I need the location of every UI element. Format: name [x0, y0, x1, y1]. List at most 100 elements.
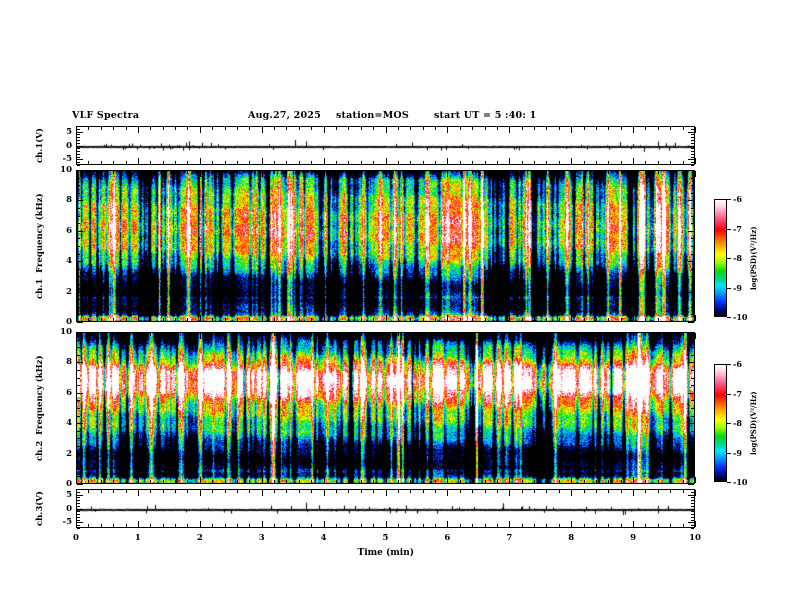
y-tick	[77, 492, 80, 493]
x-tick	[435, 318, 437, 321]
y-tick	[691, 528, 694, 529]
x-tick	[125, 333, 127, 336]
x-tick	[509, 477, 511, 483]
y-tick	[77, 216, 80, 217]
y-tick	[77, 476, 80, 477]
x-tick	[608, 161, 610, 164]
x-tick	[187, 490, 189, 493]
y-tick	[691, 525, 694, 526]
y-tick	[691, 500, 694, 501]
x-tick	[373, 318, 375, 321]
y-tick	[77, 416, 80, 417]
x-tick	[583, 480, 585, 483]
x-tick	[360, 524, 362, 527]
x-tick	[137, 521, 139, 527]
y-tick	[691, 416, 694, 417]
x-tick	[323, 158, 325, 164]
axis-title-ch3-voltage: ch.3(V)	[35, 491, 45, 526]
x-tick	[113, 318, 115, 321]
x-tick	[88, 318, 90, 321]
y-tick	[77, 307, 80, 308]
x-tick	[633, 521, 635, 527]
y-tick	[77, 514, 80, 515]
x-tick	[670, 318, 672, 321]
y-tick	[691, 446, 694, 447]
x-tick	[496, 480, 498, 483]
x-tick	[558, 171, 560, 174]
x-tick	[657, 171, 659, 174]
y-tick	[77, 314, 80, 315]
x-tick	[311, 161, 313, 164]
y-tick	[77, 269, 80, 270]
x-tick	[162, 490, 164, 493]
y-tick	[77, 157, 80, 158]
x-tick	[472, 161, 474, 164]
x-tick	[162, 171, 164, 174]
y-tick	[691, 503, 694, 504]
x-tick	[199, 490, 201, 496]
x-tick	[76, 158, 77, 164]
panel-ch1-spectrogram	[76, 170, 695, 322]
y-tick	[77, 208, 80, 209]
x-tick	[670, 524, 672, 527]
x-tick	[397, 490, 399, 493]
y-tick	[77, 509, 83, 510]
x-tick	[125, 480, 127, 483]
x-tick	[670, 333, 672, 336]
x-tick	[311, 171, 313, 174]
ch2-colorbar-tick-label: -8	[733, 418, 742, 428]
x-tick	[224, 480, 226, 483]
x-tick	[249, 333, 251, 336]
x-tick	[286, 524, 288, 527]
x-tick	[150, 480, 152, 483]
x-tick	[199, 521, 201, 527]
x-tick	[558, 161, 560, 164]
x-tick	[274, 127, 276, 130]
x-tick	[298, 524, 300, 527]
x-tick	[695, 127, 696, 133]
x-tick	[670, 127, 672, 130]
y-tick	[691, 238, 694, 239]
x-tick	[199, 171, 201, 177]
y-tick	[691, 134, 694, 135]
x-tick	[397, 171, 399, 174]
x-tick	[175, 318, 177, 321]
x-tick	[484, 318, 486, 321]
y-tick	[691, 185, 694, 186]
x-tick	[236, 333, 238, 336]
x-tick	[76, 521, 77, 527]
y-tick	[77, 299, 80, 300]
x-tick	[496, 161, 498, 164]
x-tick	[546, 490, 548, 493]
x-tick	[150, 127, 152, 130]
y-tick	[77, 276, 80, 277]
x-tick	[224, 171, 226, 174]
ch2s-tick-label: 0	[66, 479, 72, 489]
time-tick-label: 6	[444, 533, 451, 543]
x-tick	[496, 318, 498, 321]
x-tick	[583, 127, 585, 130]
x-tick	[100, 171, 102, 174]
time-tick-label: 7	[506, 533, 513, 543]
y-tick	[77, 151, 80, 152]
x-tick	[323, 333, 325, 339]
x-tick	[620, 161, 622, 164]
y-tick	[77, 162, 80, 163]
y-tick	[77, 134, 80, 135]
x-tick	[360, 490, 362, 493]
time-tick-label: 3	[258, 533, 265, 543]
ch1-colorbar-tick-label: -7	[733, 223, 742, 234]
x-tick	[583, 333, 585, 336]
x-tick	[447, 333, 449, 339]
x-tick	[472, 127, 474, 130]
y-tick	[77, 159, 83, 160]
y-tick	[691, 148, 694, 149]
y-tick	[688, 170, 694, 171]
x-tick	[509, 333, 511, 339]
x-tick	[249, 161, 251, 164]
x-tick	[534, 480, 536, 483]
x-tick	[496, 127, 498, 130]
x-tick	[620, 490, 622, 493]
x-tick	[249, 524, 251, 527]
y-tick	[77, 146, 83, 147]
